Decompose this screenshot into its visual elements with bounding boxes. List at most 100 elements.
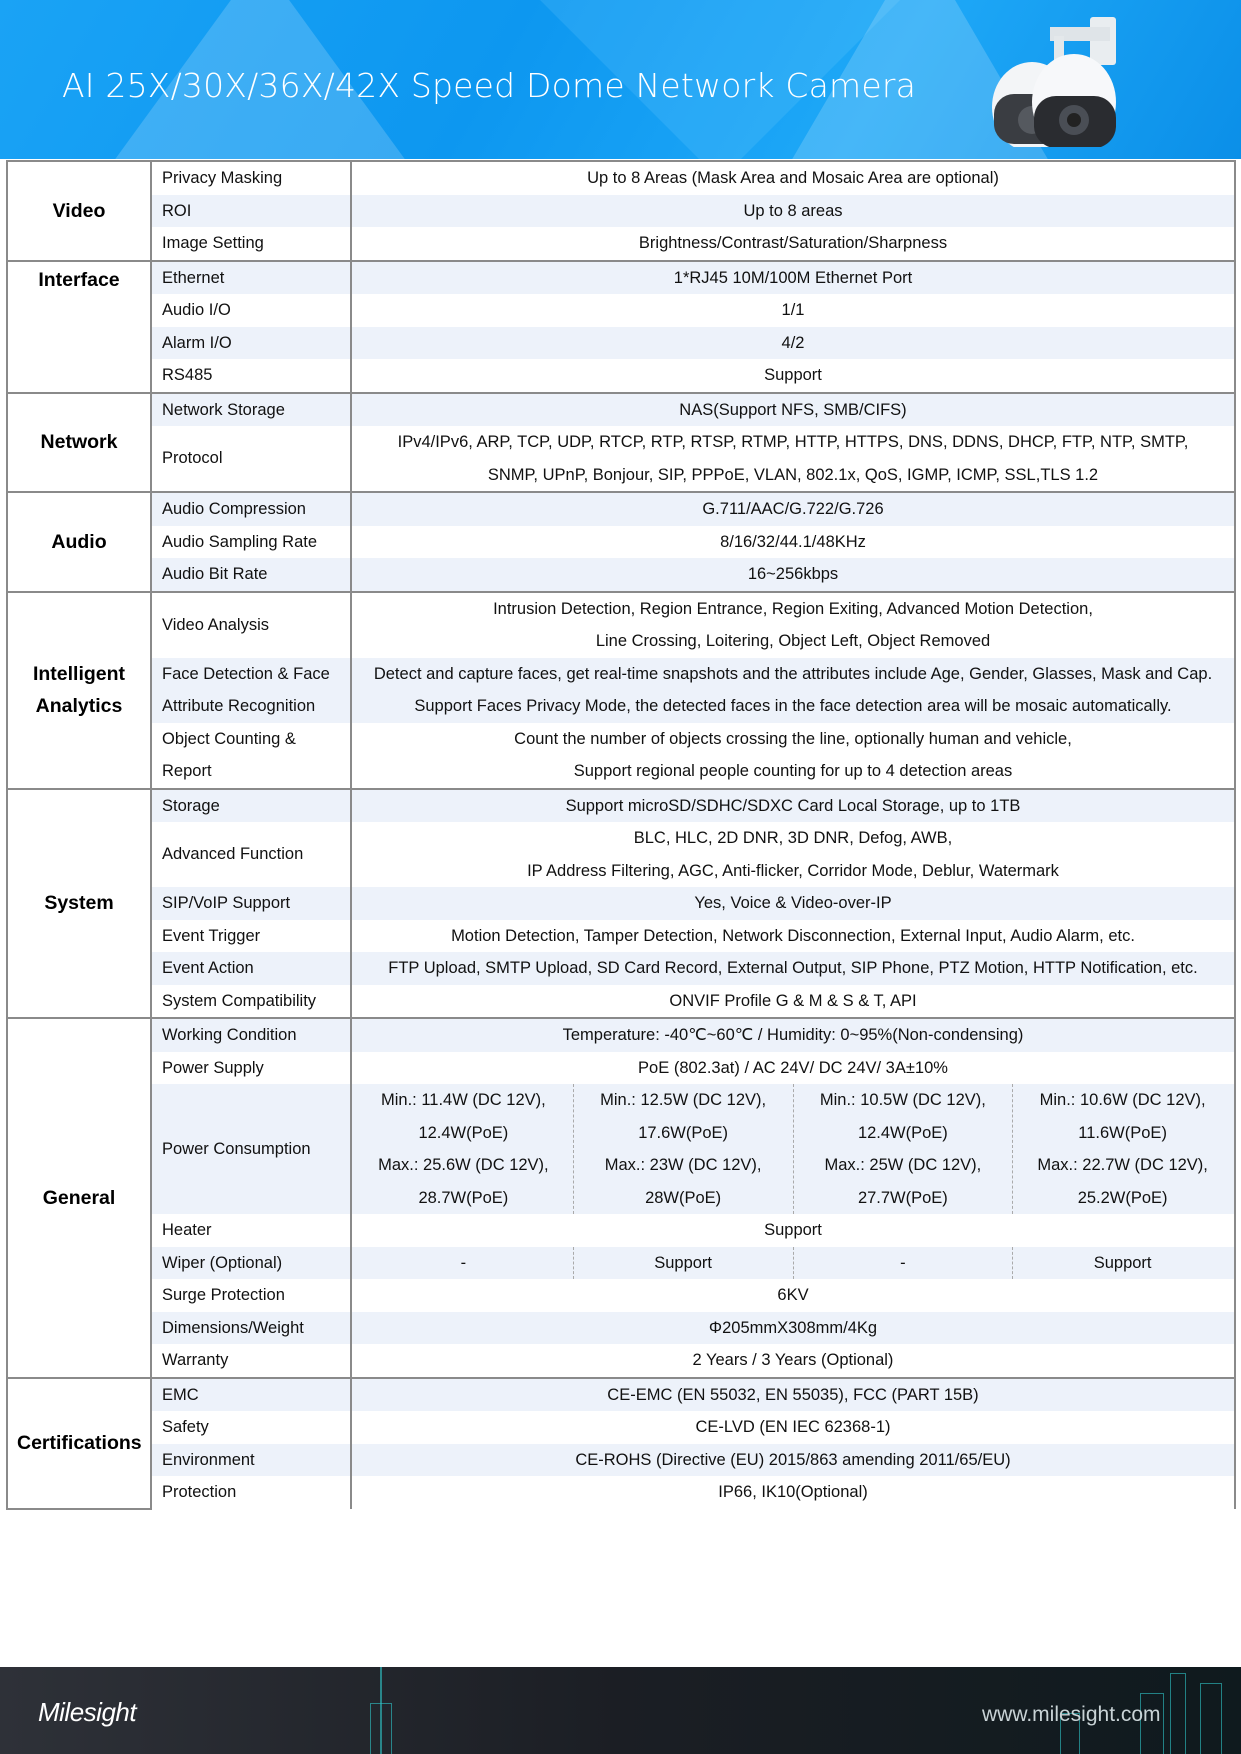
- value-line: Brightness/Contrast/Saturation/Sharpness: [638, 234, 948, 252]
- spec-row-audio-compression: Audio Audio Compression G.711/AAC/G.722/G.…: [6, 491, 1236, 593]
- value-line: 4/2: [781, 333, 805, 352]
- spec-value: Support: [351, 359, 1236, 393]
- spec-value: CE-ROHS (Directive (EU) 2015/863 amendin…: [351, 1443, 1236, 1476]
- spec-row-ethernet: Interface Ethernet 1*RJ45 10M/100M Etherne…: [6, 259, 1236, 394]
- spec-label: Face Detection & Face Attribute Recognit…: [150, 657, 352, 723]
- spec-value: BLC, HLC, 2D DNR, 3D DNR, Defog, AWB, IP …: [351, 822, 1236, 887]
- spec-value: G.711/AAC/G.722/G.726: [351, 491, 1236, 526]
- spec-value: 4/2: [351, 326, 1236, 359]
- value-line: IP66, IK10(Optional): [718, 1483, 868, 1501]
- section-general: General: [6, 1017, 152, 1379]
- spec-label: RS485: [150, 359, 352, 393]
- value-line: Up to 8 Areas (Mask Area and Mosaic Area…: [587, 169, 999, 187]
- spec-value: Up to 8 Areas (Mask Area and Mosaic Area…: [351, 160, 1236, 195]
- spec-value: FTP Upload, SMTP Upload, SD Card Record,…: [351, 952, 1236, 985]
- section-network: Network: [6, 391, 152, 493]
- spec-label: Alarm I/O: [150, 326, 352, 359]
- section-video: Video: [6, 160, 152, 262]
- value-line: -: [460, 1253, 467, 1272]
- value-line: Max.: 23W (DC 12V),: [604, 1156, 762, 1174]
- spec-label: Video Analysis: [150, 590, 352, 658]
- value-line: Support: [654, 1253, 713, 1272]
- section-system: System: [6, 787, 152, 1019]
- model-column-value: Min.: 12.5W (DC 12V), 17.6W(PoE) Max.: 23W…: [572, 1084, 793, 1214]
- value-line: Support Faces Privacy Mode, the detected…: [414, 697, 1172, 715]
- model-column-value: Min.: 10.5W (DC 12V), 12.4W(PoE) Max.: 25W…: [792, 1084, 1013, 1214]
- value-line: 12.4W(PoE): [857, 1123, 948, 1142]
- spec-value: 16~256kbps: [351, 558, 1236, 592]
- spec-label: Wiper (Optional): [150, 1246, 352, 1279]
- value-line: 2 Years / 3 Years (Optional): [692, 1351, 894, 1369]
- spec-row-face-detection-face-attribute-recognition: Face Detection & Face Attribute Recognit…: [7, 657, 1236, 723]
- spec-row-working-condition: General Working Condition Temperature: -40…: [6, 1017, 1236, 1379]
- value-line: BLC, HLC, 2D DNR, 3D DNR, Defog, AWB,: [633, 829, 953, 847]
- spec-label: Network Storage: [150, 391, 352, 426]
- spec-row-alarm-i-o: Alarm I/O 4/2: [7, 326, 1236, 359]
- spec-label: Dimensions/Weight: [150, 1311, 352, 1344]
- value-line: Motion Detection, Tamper Detection, Netw…: [451, 926, 1135, 945]
- value-line: Max.: 25.6W (DC 12V),: [378, 1156, 549, 1174]
- value-line: 27.7W(PoE): [857, 1188, 948, 1207]
- value-line: Yes, Voice & Video-over-IP: [694, 894, 892, 912]
- website-url[interactable]: www.milesight.com: [982, 1703, 1161, 1726]
- model-column-value: Min.: 10.6W (DC 12V), 11.6W(PoE) Max.: 22.…: [1012, 1084, 1232, 1214]
- spec-label: Power Consumption: [150, 1084, 352, 1214]
- value-line: IP Address Filtering, AGC, Anti-flicker,…: [527, 861, 1059, 880]
- value-line: 1/1: [781, 301, 805, 319]
- value-line: Min.: 10.5W (DC 12V),: [819, 1091, 986, 1109]
- spec-label: Privacy Masking: [150, 160, 352, 195]
- spec-label: Audio I/O: [150, 294, 352, 327]
- value-line: SNMP, UPnP, Bonjour, SIP, PPPoE, VLAN, 8…: [487, 465, 1099, 484]
- value-line: CE-ROHS (Directive (EU) 2015/863 amendin…: [575, 1450, 1011, 1469]
- spec-row-audio-bit-rate: Audio Bit Rate 16~256kbps: [7, 558, 1236, 592]
- value-line: Min.: 10.6W (DC 12V),: [1039, 1091, 1206, 1109]
- value-line: 8/16/32/44.1/48KHz: [720, 532, 866, 551]
- value-line: CE-LVD (EN IEC 62368-1): [695, 1418, 891, 1436]
- spec-row-protocol: Protocol IPv4/IPv6, ARP, TCP, UDP, RTCP, …: [7, 426, 1236, 492]
- spec-label: ROI: [150, 194, 352, 227]
- spec-label: Audio Bit Rate: [150, 558, 352, 592]
- value-line: Detect and capture faces, get real-time …: [373, 664, 1213, 683]
- spec-label: Environment: [150, 1443, 352, 1476]
- value-line: 17.6W(PoE): [638, 1123, 729, 1142]
- spec-label: Audio Compression: [150, 491, 352, 526]
- spec-row-storage: System Storage Support microSD/SDHC/SDXC C…: [6, 787, 1236, 1019]
- value-line: 1*RJ45 10M/100M Ethernet Port: [673, 268, 913, 287]
- spec-value: Yes, Voice & Video-over-IP: [351, 887, 1236, 920]
- section-certifications: Certifications: [6, 1376, 152, 1510]
- model-column-value: Support: [1012, 1246, 1232, 1279]
- header-banner: AI 25X/30X/36X/42X Speed Dome Network Ca…: [0, 0, 1241, 159]
- spec-value: Detect and capture faces, get real-time …: [351, 657, 1236, 723]
- spec-row-roi: ROI Up to 8 areas: [7, 194, 1236, 227]
- spec-row-emc: Certifications EMC CE-EMC (EN 55032, EN 55…: [6, 1376, 1236, 1510]
- camera-product-image: [992, 17, 1116, 147]
- value-line: Count the number of objects crossing the…: [514, 729, 1072, 748]
- spec-row-event-action: Event Action FTP Upload, SMTP Upload, SD …: [7, 952, 1236, 985]
- spec-label: Warranty: [150, 1344, 352, 1378]
- value-line: 11.6W(PoE): [1078, 1123, 1167, 1142]
- spec-label: SIP/VoIP Support: [150, 887, 352, 920]
- value-line: FTP Upload, SMTP Upload, SD Card Record,…: [388, 959, 1198, 977]
- spec-row-event-trigger: Event Trigger Motion Detection, Tamper De…: [7, 919, 1236, 952]
- page-title: AI 25X/30X/36X/42X Speed Dome Network Ca…: [62, 66, 917, 105]
- spec-label: Safety: [150, 1411, 352, 1444]
- spec-label: EMC: [150, 1376, 352, 1411]
- value-line: 28W(PoE): [645, 1188, 722, 1207]
- value-line: -: [900, 1253, 906, 1272]
- spec-value: NAS(Support NFS, SMB/CIFS): [351, 391, 1236, 426]
- spec-value: Support microSD/SDHC/SDXC Card Local Sto…: [351, 787, 1236, 822]
- footer-banner: Milesight www.milesight.com: [0, 1667, 1241, 1754]
- section-interface: Interface: [6, 259, 152, 394]
- spec-row-heater: Heater Support: [7, 1214, 1236, 1247]
- value-line: NAS(Support NFS, SMB/CIFS): [679, 400, 907, 419]
- spec-label: Protection: [150, 1476, 352, 1509]
- spec-row-network-storage: Network Network Storage NAS(Support NFS, S…: [6, 391, 1236, 493]
- spec-value: 1*RJ45 10M/100M Ethernet Port: [351, 259, 1236, 294]
- value-line: Min.: 11.4W (DC 12V),: [381, 1091, 546, 1109]
- value-line: 16~256kbps: [747, 565, 839, 583]
- value-line: ONVIF Profile G & M & S & T, API: [669, 991, 917, 1010]
- spec-value: IP66, IK10(Optional): [351, 1476, 1236, 1509]
- spec-label: Image Setting: [150, 227, 352, 261]
- milesight-logo: Milesight: [38, 1697, 137, 1727]
- spec-value: - Support - Support: [351, 1246, 1236, 1279]
